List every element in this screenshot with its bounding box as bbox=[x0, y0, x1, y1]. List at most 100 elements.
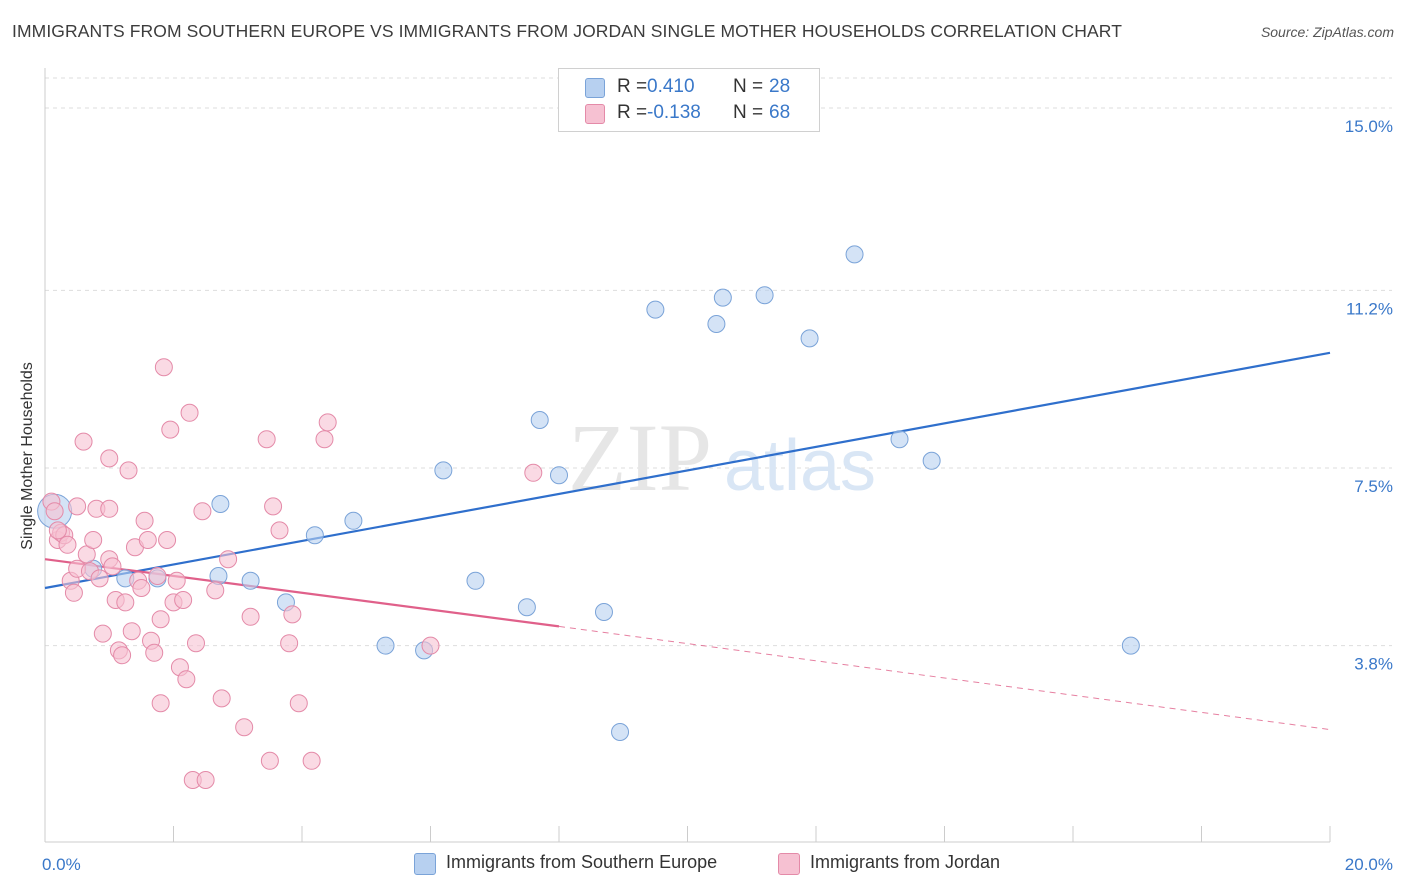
point-jordan bbox=[119, 461, 138, 480]
point-jordan bbox=[260, 751, 279, 770]
legend-n-value: 68 bbox=[769, 102, 791, 123]
y-tick-label: 11.2% bbox=[1346, 299, 1393, 318]
point-jordan bbox=[186, 634, 205, 653]
point-jordan bbox=[113, 646, 132, 665]
point-jordan bbox=[167, 571, 186, 590]
legend-r-value: -0.138 bbox=[647, 102, 701, 123]
trend-line-southern-europe bbox=[44, 351, 1331, 590]
point-jordan bbox=[280, 634, 299, 653]
point-jordan bbox=[100, 449, 119, 468]
point-jordan bbox=[219, 550, 238, 569]
point-southern-europe bbox=[800, 329, 819, 348]
point-jordan bbox=[138, 531, 157, 549]
point-jordan bbox=[68, 497, 87, 516]
point-jordan bbox=[283, 605, 302, 624]
tick-labels: 3.8% 7.5% 11.2% 15.0% 0.0% 20.0% bbox=[42, 117, 1393, 874]
point-southern-europe bbox=[550, 466, 568, 485]
legend-n-label: N = bbox=[733, 76, 764, 97]
point-jordan bbox=[151, 694, 170, 713]
y-tick-label: 3.8% bbox=[1354, 655, 1393, 674]
point-southern-europe bbox=[594, 603, 613, 621]
trend-line-jordan bbox=[558, 625, 1331, 731]
point-southern-europe bbox=[890, 430, 909, 449]
watermark-zip: ZIP bbox=[568, 404, 712, 511]
point-jordan bbox=[58, 535, 77, 554]
point-jordan bbox=[421, 636, 440, 655]
point-southern-europe bbox=[344, 511, 363, 530]
point-southern-europe bbox=[434, 461, 453, 480]
point-jordan bbox=[264, 497, 283, 516]
trend-line-jordan bbox=[44, 558, 560, 628]
legend-swatch-blue bbox=[585, 78, 605, 98]
point-southern-europe bbox=[611, 723, 630, 741]
point-jordan bbox=[100, 499, 119, 518]
legend-r-label: R = bbox=[617, 76, 648, 97]
point-southern-europe bbox=[517, 598, 536, 617]
point-southern-europe bbox=[707, 315, 726, 333]
point-jordan bbox=[177, 670, 196, 689]
point-jordan bbox=[315, 430, 334, 449]
point-jordan bbox=[241, 607, 260, 626]
legend-r-value: 0.410 bbox=[647, 76, 695, 97]
bottom-legend-label: Immigrants from Southern Europe bbox=[446, 852, 718, 872]
points-layer bbox=[37, 245, 1140, 789]
point-southern-europe bbox=[922, 451, 941, 470]
point-jordan bbox=[154, 358, 173, 377]
watermark: ZIP atlas bbox=[568, 404, 876, 511]
point-jordan bbox=[193, 502, 212, 521]
point-jordan bbox=[318, 413, 337, 432]
point-jordan bbox=[235, 718, 254, 737]
point-jordan bbox=[270, 521, 289, 540]
point-southern-europe bbox=[845, 245, 864, 264]
axis-layer bbox=[44, 68, 1331, 843]
point-jordan bbox=[135, 511, 154, 530]
point-jordan bbox=[158, 531, 177, 549]
legend-n-value: 28 bbox=[769, 76, 791, 97]
point-jordan bbox=[151, 610, 170, 629]
legend-n-label: N = bbox=[733, 102, 764, 123]
trend-layer bbox=[44, 351, 1331, 731]
point-southern-europe bbox=[305, 526, 324, 545]
point-jordan bbox=[93, 624, 112, 643]
point-jordan bbox=[74, 432, 93, 451]
point-jordan bbox=[302, 751, 321, 770]
legend-swatch-pink bbox=[585, 104, 605, 124]
legend-r-label: R = bbox=[617, 102, 648, 123]
point-jordan bbox=[161, 420, 180, 439]
point-jordan bbox=[145, 643, 164, 662]
point-southern-europe bbox=[241, 571, 260, 590]
point-southern-europe bbox=[646, 300, 665, 319]
grid-layer bbox=[45, 77, 1392, 647]
bottom-legend-label: Immigrants from Jordan bbox=[810, 852, 1001, 872]
correlation-legend: R = 0.410 N = 28 R = -0.138 N = 68 bbox=[558, 68, 820, 132]
y-tick-label: 7.5% bbox=[1354, 477, 1393, 496]
x-tick-label: 20.0% bbox=[1345, 855, 1393, 874]
point-jordan bbox=[122, 622, 141, 641]
point-southern-europe bbox=[530, 411, 549, 429]
point-southern-europe bbox=[211, 495, 230, 513]
bottom-legend-swatch-blue bbox=[414, 853, 436, 875]
point-jordan bbox=[212, 689, 231, 708]
point-southern-europe bbox=[713, 288, 732, 307]
point-southern-europe bbox=[1121, 636, 1140, 655]
x-tick-label: 0.0% bbox=[42, 855, 81, 874]
point-jordan bbox=[174, 591, 193, 609]
point-jordan bbox=[90, 569, 109, 588]
point-jordan bbox=[206, 581, 225, 600]
source-label: Source: ZipAtlas.com bbox=[1260, 24, 1394, 40]
y-tick-label: 15.0% bbox=[1345, 117, 1393, 136]
point-jordan bbox=[132, 579, 151, 597]
point-jordan bbox=[257, 430, 276, 449]
point-jordan bbox=[84, 531, 103, 549]
point-jordan bbox=[64, 583, 83, 602]
point-jordan bbox=[289, 694, 308, 713]
point-jordan bbox=[48, 521, 67, 540]
point-jordan bbox=[180, 403, 199, 422]
point-southern-europe bbox=[755, 286, 774, 305]
point-jordan bbox=[196, 771, 215, 789]
point-southern-europe bbox=[466, 571, 485, 590]
point-jordan bbox=[524, 463, 543, 482]
bottom-legend-swatch-pink bbox=[778, 853, 800, 875]
point-jordan bbox=[103, 557, 122, 576]
